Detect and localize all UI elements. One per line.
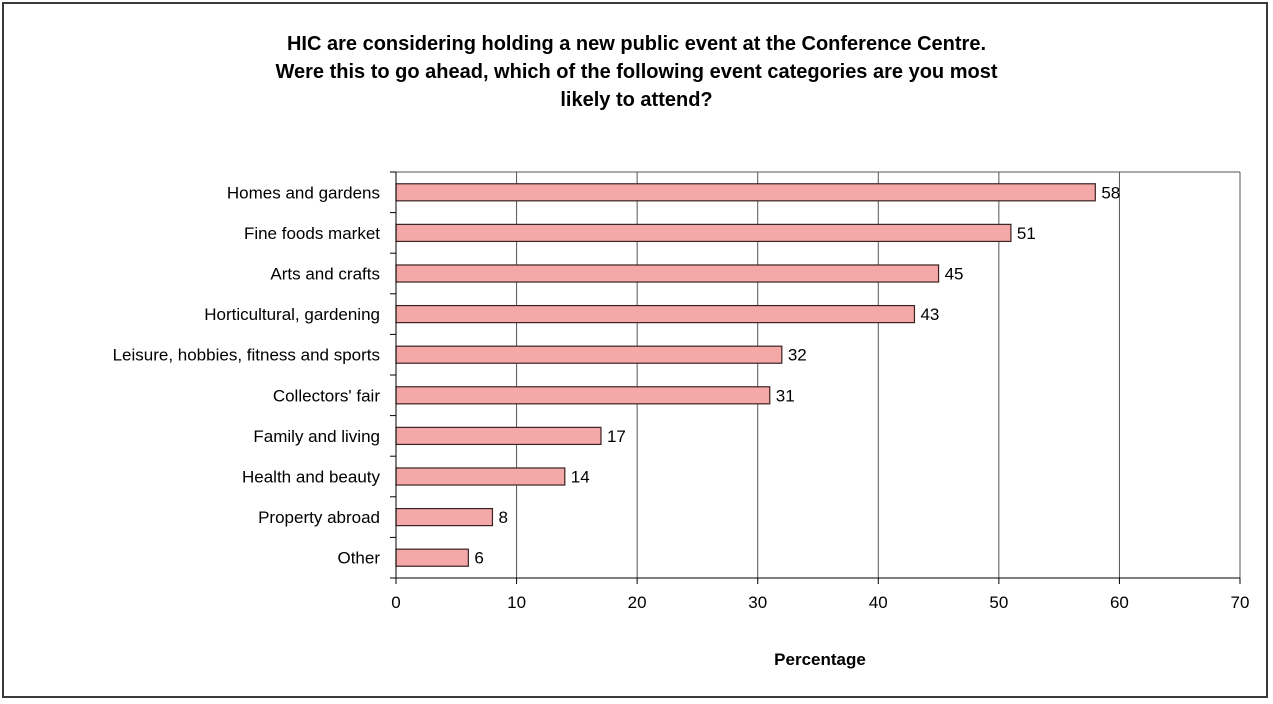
x-tick-label: 10 bbox=[507, 593, 526, 612]
data-label: 43 bbox=[920, 305, 939, 324]
bar bbox=[395, 426, 602, 446]
bars bbox=[395, 183, 1096, 567]
x-tick-label: 40 bbox=[869, 593, 888, 612]
bar bbox=[395, 507, 494, 527]
data-label: 8 bbox=[498, 508, 507, 527]
bar bbox=[395, 304, 916, 324]
axes bbox=[390, 171, 1241, 584]
bar bbox=[395, 386, 771, 405]
category-label: Arts and crafts bbox=[270, 265, 380, 284]
category-label: Health and beauty bbox=[242, 468, 380, 487]
data-label: 58 bbox=[1101, 183, 1120, 202]
chart-title-line-3: likely to attend? bbox=[560, 89, 713, 111]
bar bbox=[395, 467, 566, 486]
category-label: Other bbox=[337, 549, 380, 568]
x-tick-label: 0 bbox=[391, 593, 400, 612]
bar bbox=[395, 264, 940, 283]
x-tick-label: 60 bbox=[1110, 593, 1129, 612]
x-tick-label: 70 bbox=[1231, 593, 1250, 612]
chart-title-line-1: HIC are considering holding a new public… bbox=[286, 33, 986, 55]
x-axis-label: Percentage bbox=[774, 650, 866, 669]
bar bbox=[395, 345, 783, 364]
x-tick-label: 50 bbox=[989, 593, 1008, 612]
data-label: 6 bbox=[474, 549, 483, 568]
x-tick-label: 30 bbox=[748, 593, 767, 612]
data-label: 32 bbox=[788, 346, 807, 365]
bar bbox=[395, 548, 469, 567]
chart-title-line-2: Were this to go ahead, which of the foll… bbox=[275, 61, 998, 83]
category-label: Horticultural, gardening bbox=[204, 305, 380, 324]
data-label: 51 bbox=[1017, 224, 1036, 243]
category-label: Collectors' fair bbox=[273, 386, 381, 405]
chart-title: HIC are considering holding a new public… bbox=[0, 30, 1273, 114]
bar bbox=[395, 183, 1096, 202]
bar bbox=[395, 223, 1012, 243]
x-tick-labels: 0 10 20 30 40 50 60 70 bbox=[391, 593, 1249, 612]
category-labels: Homes and gardens Fine foods market Arts a… bbox=[113, 183, 381, 567]
data-labels: 58 51 45 43 32 31 17 14 8 6 bbox=[474, 183, 1120, 567]
data-label: 31 bbox=[776, 386, 795, 405]
category-label: Property abroad bbox=[258, 508, 380, 527]
data-label: 14 bbox=[571, 468, 590, 487]
x-tick-label: 20 bbox=[628, 593, 647, 612]
category-label: Leisure, hobbies, fitness and sports bbox=[113, 346, 380, 365]
category-label: Family and living bbox=[253, 427, 380, 446]
data-label: 45 bbox=[945, 265, 964, 284]
category-label: Homes and gardens bbox=[227, 183, 380, 202]
data-label: 17 bbox=[607, 427, 626, 446]
category-label: Fine foods market bbox=[244, 224, 380, 243]
